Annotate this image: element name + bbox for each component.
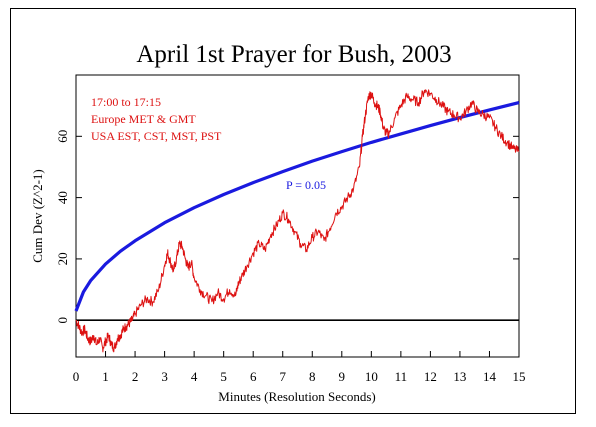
x-tick-label: 0 bbox=[73, 369, 80, 384]
series-group bbox=[74, 89, 520, 353]
chart-frame: April 1st Prayer for Bush, 2003 17:00 to… bbox=[10, 8, 576, 414]
y-tick-label: 20 bbox=[55, 252, 70, 265]
annotation-usa-zones: USA EST, CST, MST, PST bbox=[91, 129, 222, 143]
x-tick-label: 8 bbox=[309, 369, 316, 384]
cumdev-chart: April 1st Prayer for Bush, 2003 17:00 to… bbox=[30, 41, 526, 404]
x-tick-label: 9 bbox=[339, 369, 346, 384]
x-tick-label: 6 bbox=[250, 369, 257, 384]
x-tick-label: 1 bbox=[102, 369, 109, 384]
x-tick-label: 4 bbox=[191, 369, 198, 384]
x-tick-label: 3 bbox=[161, 369, 168, 384]
x-tick-label: 13 bbox=[453, 369, 466, 384]
cumdev-series-line bbox=[75, 89, 520, 353]
annotation-time-range: 17:00 to 17:15 bbox=[91, 95, 161, 109]
annotation-block: 17:00 to 17:15 Europe MET & GMT USA EST,… bbox=[91, 95, 222, 143]
envelope-label: P = 0.05 bbox=[286, 178, 326, 192]
x-tick-label: 2 bbox=[132, 369, 139, 384]
y-tick-label: 40 bbox=[55, 191, 70, 204]
x-tick-label: 15 bbox=[513, 369, 526, 384]
envelope-curve bbox=[74, 101, 520, 312]
y-tick-label: 0 bbox=[55, 317, 70, 324]
x-tick-label: 10 bbox=[365, 369, 378, 384]
x-axis-label: Minutes (Resolution Seconds) bbox=[218, 389, 375, 404]
x-tick-label: 5 bbox=[220, 369, 227, 384]
x-tick-label: 11 bbox=[395, 369, 408, 384]
plot-area bbox=[75, 74, 520, 358]
y-axis-label: Cum Dev (Z^2-1) bbox=[30, 169, 45, 262]
annotation-europe-zones: Europe MET & GMT bbox=[91, 112, 196, 126]
x-tick-label: 12 bbox=[424, 369, 437, 384]
x-tick-label: 14 bbox=[483, 369, 497, 384]
y-tick-label: 60 bbox=[55, 130, 70, 143]
chart-title: April 1st Prayer for Bush, 2003 bbox=[136, 41, 451, 68]
x-tick-label: 7 bbox=[279, 369, 286, 384]
